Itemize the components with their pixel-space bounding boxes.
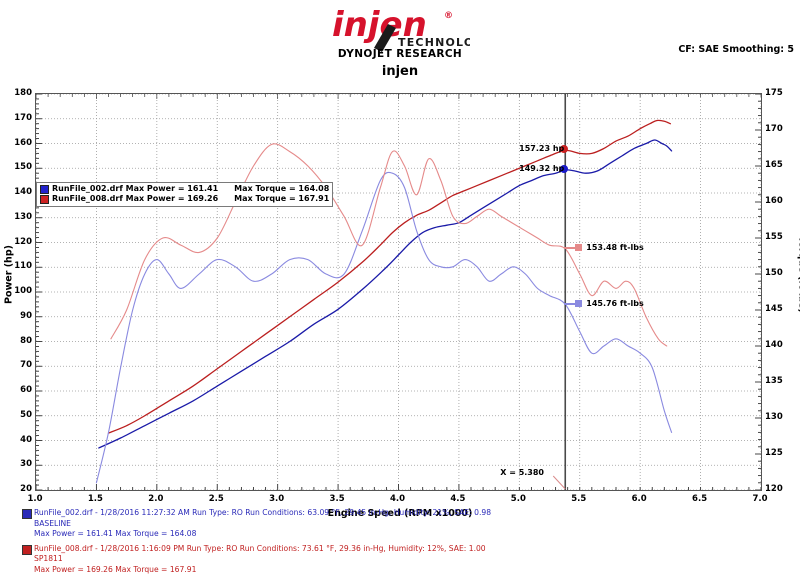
y-tick-right: 150 [765,268,783,278]
x-tick: 6.0 [631,494,647,504]
cursor-x-label: X = 5.380 [500,468,544,477]
svg-text:®: ® [444,11,453,21]
legend-swatch-icon [40,194,49,204]
plot-curves [36,94,761,490]
y-tick-left: 110 [14,261,32,272]
blue-torque-marker[interactable] [575,300,583,308]
x-tick: 4.5 [450,494,466,504]
series-curve [98,139,673,449]
svg-text:TECHNOLOGY: TECHNOLOGY [398,36,470,49]
y-tick-right: 165 [765,160,783,170]
y-tick-left: 50 [20,409,32,420]
y-tick-right: 155 [765,232,783,242]
y-tick-left: 160 [14,137,32,148]
cursor-leader-line [552,475,566,490]
right-axis-title: Torque (ft-lbs) [796,236,800,313]
legend-row: RunFile_002.drf Max Power = 161.41 Max To… [40,184,329,194]
series-curve [95,171,673,484]
x-axis-ticks: 1.0 1.5 2.0 2.5 3.0 3.5 4.0 4.5 5.0 5.5 6.0 6.5 7.0 [0,494,800,508]
legend-label: RunFile_002.drf Max Power = 161.41 Max To… [52,184,330,193]
y-tick-right: 140 [765,340,783,350]
y-tick-left: 20 [20,484,32,494]
legend-row: RunFile_008.drf Max Power = 169.26 Max To… [40,194,329,204]
x-tick: 2.0 [148,494,164,504]
y-tick-left: 120 [14,236,32,247]
blue-torque-marker-label: 145.76 ft-lbs [586,298,644,308]
run-swatch-icon [22,509,32,519]
y-tick-left: 70 [20,360,32,371]
y-tick-right: 170 [765,124,783,134]
y-tick-left: 90 [20,310,32,321]
run-legend-entry: RunFile_002.drf - 1/28/2016 11:27:32 AM … [0,508,800,540]
y-tick-left: 150 [14,162,32,173]
blue-power-marker-label: 149.32 hp [519,163,565,173]
run-legend-line: RunFile_008.drf - 1/28/2016 1:16:09 PM R… [34,543,486,553]
y-tick-left: 60 [20,385,32,395]
y-tick-right: 120 [765,484,783,494]
x-axis-title: Engine Speed (RPM x1000) [327,508,473,519]
y-tick-left: 180 [14,88,32,98]
run-legend-line: RunFile_002.drf - 1/28/2016 11:27:32 AM … [34,508,492,517]
y-tick-right: 125 [765,448,783,458]
y-tick-right: 175 [765,88,783,98]
red-torque-marker-label: 153.48 ft-lbs [586,242,644,252]
red-power-marker[interactable] [560,145,569,154]
x-tick: 1.0 [27,494,43,504]
series-curve [110,143,668,347]
blue-power-marker[interactable] [560,164,569,173]
y-tick-left: 140 [14,187,32,197]
dyno-chart: 20 30 40 50 60 70 80 90 100 110 120 130 140 150 160 170… [0,88,800,519]
plot-area[interactable] [35,93,762,491]
run-details-legend: RunFile_002.drf - 1/28/2016 11:27:32 AM … [0,508,800,581]
red-power-marker-label: 157.23 hp [519,144,565,154]
x-tick: 3.5 [329,494,345,504]
right-axis-ticks: 120 125 130 135 140 145 150 155 160 165 170 175 [765,88,799,500]
x-tick: 7.0 [752,494,768,504]
page-header: injen ® TECHNOLOGY DYNOJET RESEARCH inje… [0,0,800,88]
injen-logo-icon: injen ® TECHNOLOGY [332,6,470,52]
legend-label: RunFile_008.drf Max Power = 169.26 Max To… [52,194,330,203]
y-tick-left: 80 [20,335,32,346]
red-torque-marker[interactable] [575,244,583,252]
run-legend-line: Max Power = 169.26 Max Torque = 167.91 [34,564,197,574]
cf-smoothing-label: CF: SAE Smoothing: 5 [678,44,794,55]
run-legend-line: Max Power = 161.41 Max Torque = 164.08 [34,529,197,538]
y-tick-right: 145 [765,304,783,314]
y-tick-left: 30 [20,459,32,470]
run-legend-entry: RunFile_008.drf - 1/28/2016 1:16:09 PM R… [0,544,800,576]
legend-swatch-icon [40,184,49,194]
series-curve [107,119,672,434]
y-tick-left: 40 [20,434,32,445]
y-tick-left: 130 [14,211,32,222]
y-tick-left: 100 [14,286,32,296]
left-axis-ticks: 20 30 40 50 60 70 80 90 100 110 120 130 140 150 160 170… [0,88,32,500]
y-tick-right: 135 [765,376,783,386]
injen-subtitle: injen [381,64,419,79]
x-tick: 3.0 [269,494,285,504]
run-legend-line: SP1811 [34,554,63,563]
chart-legend: RunFile_002.drf Max Power = 161.41 Max To… [36,182,334,207]
x-tick: 6.5 [692,494,708,504]
x-tick: 1.5 [87,494,103,504]
run-legend-line: BASELINE [34,518,71,528]
y-tick-right: 130 [765,412,783,422]
y-tick-left: 170 [14,112,32,123]
x-tick: 4.0 [389,494,406,504]
y-tick-right: 160 [765,196,783,206]
callout-leader-line [564,246,579,249]
callout-leader-line [564,302,579,305]
x-tick: 5.5 [571,494,587,504]
left-axis-title: Power (hp) [3,245,15,304]
svg-text:injen: injen [332,6,427,45]
run-swatch-icon [22,544,32,555]
x-tick: 5.0 [510,494,526,504]
dynojet-research-title: DYNOJET RESEARCH [337,48,463,60]
x-tick: 2.5 [208,494,224,504]
